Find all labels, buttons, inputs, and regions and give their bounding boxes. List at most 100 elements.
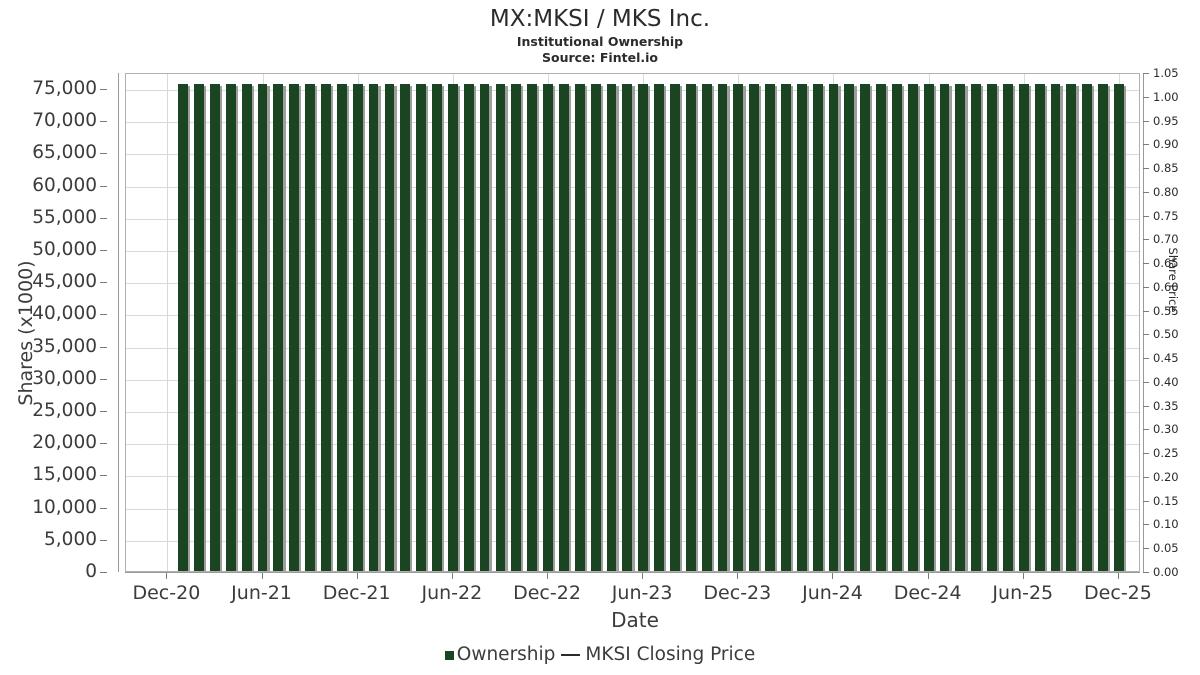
bar[interactable] (241, 84, 252, 571)
x-axis-tick-label: Dec-25 (1084, 582, 1152, 604)
bar[interactable] (447, 84, 458, 571)
x-axis-tick-mark (166, 573, 168, 579)
chart-title-block: MX:MKSI / MKS Inc. Institutional Ownersh… (0, 4, 1200, 66)
bar[interactable] (733, 84, 744, 571)
bar[interactable] (907, 84, 918, 571)
bar[interactable] (416, 84, 427, 571)
bar[interactable] (1114, 84, 1124, 571)
x-axis-tick-label: Dec-22 (513, 582, 581, 604)
bar[interactable] (511, 84, 522, 571)
y-axis-right-tick-label: 0.70 (1153, 232, 1179, 247)
bar[interactable] (923, 84, 934, 571)
y-axis-left-tick-mark (100, 121, 107, 123)
bar[interactable] (495, 84, 506, 571)
y-axis-right-tick-mark (1143, 524, 1149, 526)
y-axis-right-tick-mark (1143, 96, 1149, 98)
legend-line-marker-icon (561, 654, 581, 656)
bar[interactable] (400, 84, 411, 571)
x-axis-tick-mark (547, 573, 549, 579)
y-axis-right-tick-mark (1143, 548, 1149, 550)
y-axis-left-tick-mark (100, 153, 107, 155)
y-axis-right-spine (1143, 73, 1144, 572)
bar[interactable] (1082, 84, 1093, 571)
bar[interactable] (225, 84, 236, 571)
bar[interactable] (828, 84, 839, 571)
y-axis-left-tick-mark (100, 217, 107, 219)
y-axis-right-tick-mark (1143, 73, 1149, 74)
y-axis-left-tick-label: 35,000 (32, 335, 97, 357)
bar[interactable] (432, 84, 442, 571)
bar[interactable] (273, 84, 284, 571)
bar[interactable] (1003, 84, 1013, 571)
bar[interactable] (543, 84, 553, 571)
x-axis-tick-label: Dec-24 (893, 582, 962, 604)
x-axis-tick-label: Dec-21 (322, 582, 391, 604)
y-axis-right-tick-label: 0.50 (1153, 327, 1179, 342)
bar[interactable] (812, 84, 823, 571)
bar[interactable] (305, 84, 316, 571)
bar[interactable] (622, 84, 633, 571)
bar[interactable] (368, 84, 379, 571)
y-axis-left-tick-label: 40,000 (32, 303, 97, 325)
bar[interactable] (194, 84, 205, 571)
bar[interactable] (590, 84, 601, 571)
bar[interactable] (1018, 84, 1029, 571)
bar[interactable] (765, 84, 775, 571)
bar[interactable] (749, 84, 760, 571)
bar[interactable] (558, 84, 569, 571)
bar[interactable] (210, 84, 220, 571)
bar[interactable] (384, 84, 395, 571)
bar[interactable] (939, 84, 950, 571)
bar[interactable] (780, 84, 791, 571)
bar[interactable] (606, 84, 617, 571)
x-axis-tick-label: Jun-24 (802, 582, 863, 604)
bar[interactable] (463, 84, 474, 571)
bar[interactable] (479, 84, 490, 571)
bar[interactable] (352, 84, 363, 571)
x-axis-tick-label: Jun-25 (992, 582, 1054, 604)
y-axis-left-tick-mark (100, 539, 107, 541)
bar[interactable] (1050, 84, 1061, 571)
x-axis-tick-label: Dec-23 (703, 582, 772, 604)
legend-item-closing-price[interactable]: MKSI Closing Price (555, 645, 755, 665)
bar[interactable] (1098, 84, 1108, 571)
bar[interactable] (876, 84, 886, 571)
bar[interactable] (971, 84, 982, 571)
bar[interactable] (892, 84, 902, 571)
y-axis-right-tick-label: 0.40 (1153, 374, 1179, 389)
bar[interactable] (796, 84, 807, 571)
x-axis-tick-mark (832, 573, 834, 579)
bar[interactable] (860, 84, 871, 571)
y-axis-left-tick-label: 70,000 (32, 110, 97, 132)
bar[interactable] (1066, 84, 1077, 571)
y-axis-left-tick-label: 0 (85, 561, 97, 582)
bar[interactable] (289, 84, 300, 571)
bar[interactable] (717, 84, 728, 571)
bar[interactable] (321, 84, 331, 571)
bar[interactable] (844, 84, 855, 571)
legend-item-ownership[interactable]: Ownership (444, 645, 555, 665)
y-axis-right-tick-label: 0.10 (1153, 517, 1179, 532)
bar[interactable] (701, 84, 712, 571)
y-axis-left-spine (118, 73, 119, 572)
bar[interactable] (574, 84, 585, 571)
bar[interactable] (527, 84, 538, 571)
y-axis-right-tick-label: 1.00 (1153, 89, 1179, 104)
bar[interactable] (1034, 84, 1045, 571)
chart-subtitle: Institutional Ownership (516, 34, 684, 49)
bar[interactable] (654, 84, 664, 571)
bar[interactable] (955, 84, 966, 571)
x-axis-title: Date (611, 608, 659, 632)
plot-area (125, 73, 1140, 572)
bar[interactable] (336, 84, 347, 571)
chart-source-label: Source: Fintel.io (542, 50, 658, 65)
bar[interactable] (257, 84, 268, 571)
bar[interactable] (178, 84, 189, 571)
bar[interactable] (987, 84, 997, 571)
bar[interactable] (638, 84, 649, 571)
y-axis-right-tick-label: 1.05 (1153, 66, 1179, 80)
bar[interactable] (669, 84, 680, 571)
y-axis-right: 0.00 0.05 0.10 0.15 0.20 0.25 0.30 0.35 0.40 0.45… (1140, 0, 1200, 675)
bar[interactable] (685, 84, 696, 571)
